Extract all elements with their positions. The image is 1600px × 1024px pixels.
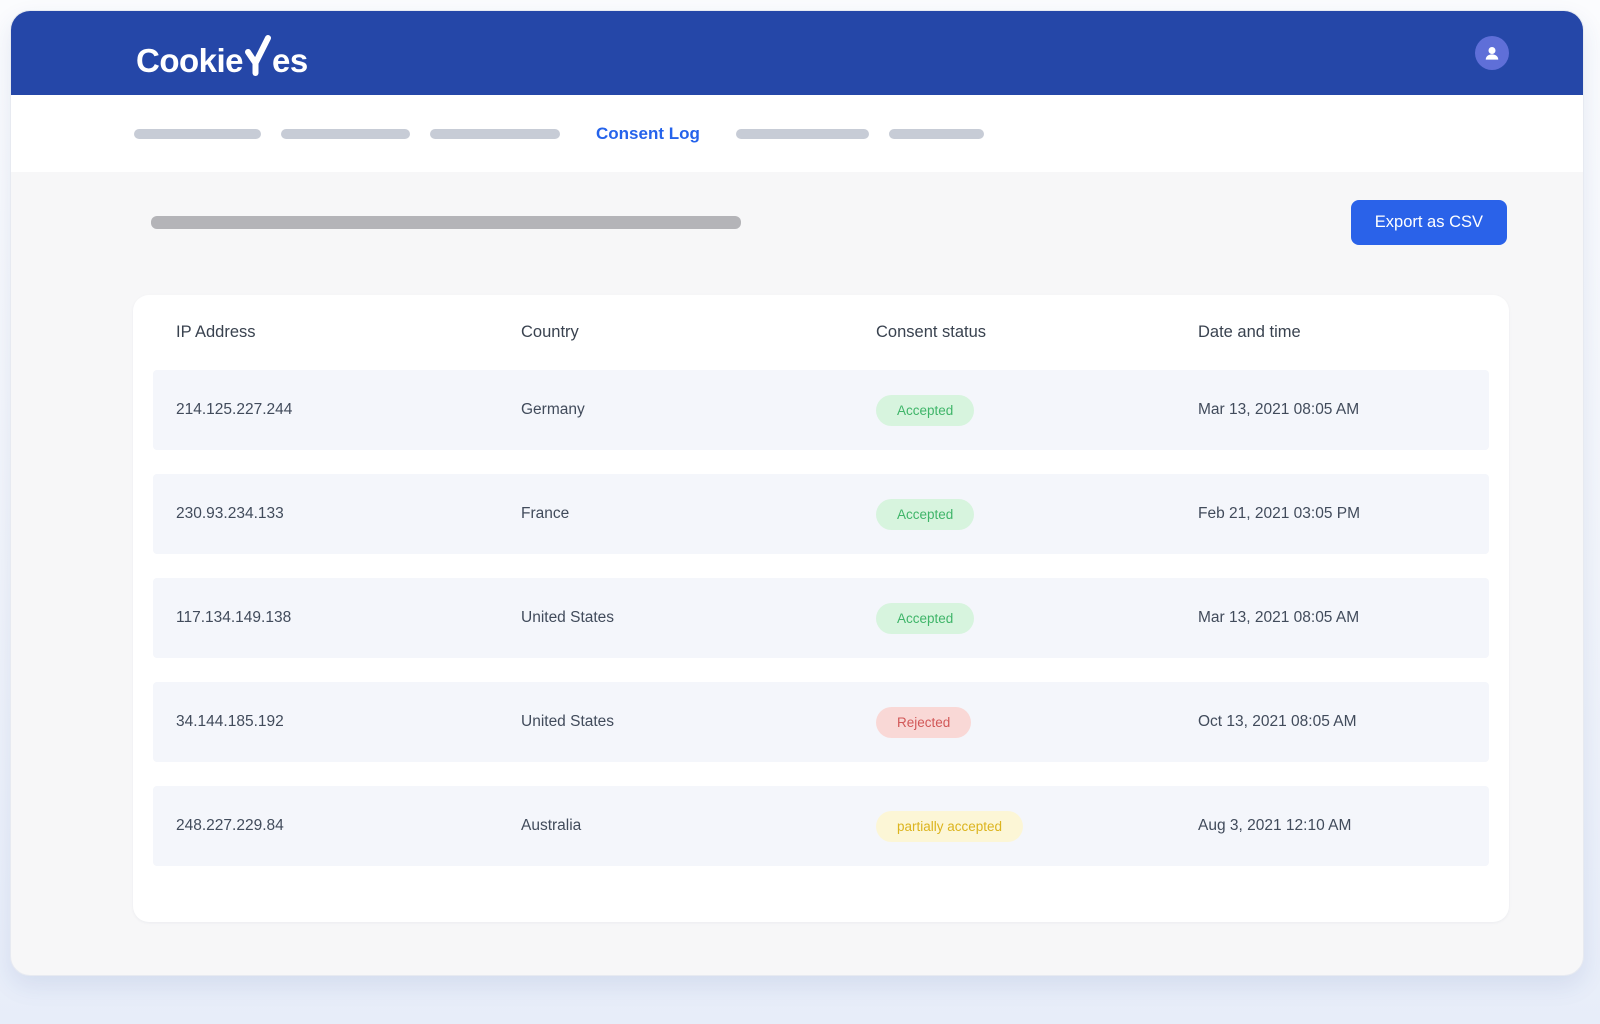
app-header: Cookie es (11, 11, 1583, 95)
cell-ip: 248.227.229.84 (176, 817, 284, 834)
nav-item-placeholder[interactable] (134, 128, 261, 139)
column-header-country: Country (521, 323, 579, 341)
cell-datetime: Aug 3, 2021 12:10 AM (1198, 817, 1352, 834)
logo-text-prefix: Cookie (136, 41, 244, 79)
cell-datetime: Mar 13, 2021 08:05 AM (1198, 609, 1360, 626)
cookieyes-logo: Cookie es (136, 27, 308, 80)
cell-country: Germany (521, 401, 585, 418)
cell-ip: 117.134.149.138 (176, 609, 292, 626)
content-area: Export as CSV IP Address Country Consent… (11, 172, 1583, 922)
column-header-datetime: Date and time (1198, 323, 1301, 341)
cell-datetime: Feb 21, 2021 03:05 PM (1198, 505, 1361, 522)
table-row: 34.144.185.192 United States Rejected Oc… (153, 682, 1489, 762)
nav-item-placeholder[interactable] (888, 128, 984, 139)
cell-country: United States (521, 713, 615, 730)
toolbar: Export as CSV (11, 199, 1583, 245)
cell-ip: 34.144.185.192 (176, 713, 284, 730)
logo-text-suffix: es (272, 41, 308, 79)
main-nav: Consent Log (11, 95, 1583, 172)
table-header-row: IP Address Country Consent status Date a… (153, 295, 1489, 370)
table-row: 214.125.227.244 Germany Accepted Mar 13,… (153, 370, 1489, 450)
consent-status-badge: partially accepted (876, 810, 1024, 842)
table-row: 230.93.234.133 France Accepted Feb 21, 2… (153, 474, 1489, 554)
nav-item-placeholder[interactable] (281, 128, 410, 139)
consent-status-badge: Accepted (876, 498, 975, 530)
page-title-placeholder (151, 215, 741, 229)
cell-country: Australia (521, 817, 582, 834)
nav-item-placeholder[interactable] (430, 128, 560, 139)
app-window: Cookie es Consent Log Export as CSV (10, 10, 1584, 976)
column-header-consent-status: Consent status (876, 323, 987, 341)
cell-ip: 214.125.227.244 (176, 401, 293, 418)
user-avatar-icon (1485, 47, 1499, 60)
cell-datetime: Mar 13, 2021 08:05 AM (1198, 401, 1360, 418)
consent-status-badge: Accepted (876, 602, 975, 634)
nav-item-placeholder[interactable] (735, 128, 869, 139)
consent-status-badge: Accepted (876, 394, 975, 426)
consent-status-badge: Rejected (876, 706, 972, 738)
cell-datetime: Oct 13, 2021 08:05 AM (1198, 713, 1357, 730)
table-row: 117.134.149.138 United States Accepted M… (153, 578, 1489, 658)
cell-country: France (521, 505, 570, 522)
user-menu-button[interactable] (1475, 36, 1509, 70)
table-row: 248.227.229.84 Australia partially accep… (153, 786, 1489, 866)
export-csv-button[interactable]: Export as CSV (1350, 199, 1507, 245)
consent-log-table: IP Address Country Consent status Date a… (133, 295, 1509, 922)
cell-ip: 230.93.234.133 (176, 505, 284, 522)
column-header-ip: IP Address (176, 323, 256, 341)
logo-check-y-icon (245, 34, 272, 76)
nav-item-consent-log[interactable]: Consent Log (596, 123, 700, 143)
cell-country: United States (521, 609, 615, 626)
